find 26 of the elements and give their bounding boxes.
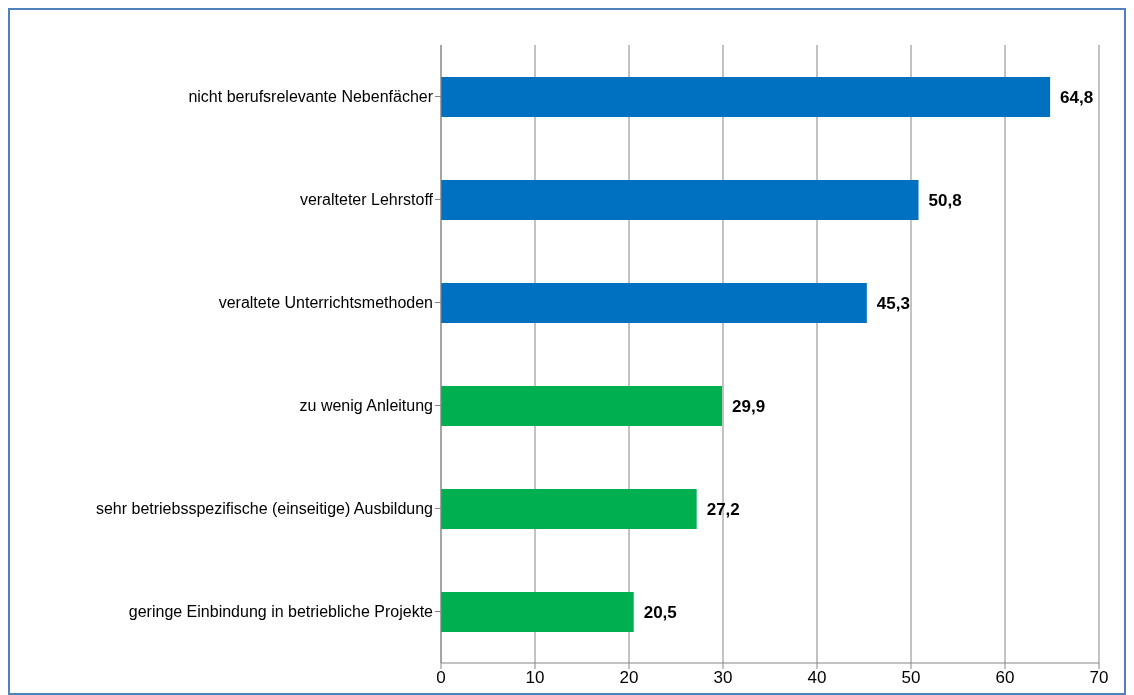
data-label: 50,8 [928, 190, 962, 210]
data-label: 29,9 [732, 396, 766, 416]
y-tick-label: veralteter Lehrstoff [299, 191, 434, 209]
x-tick-label: 40 [807, 668, 827, 688]
data-label: 27,2 [706, 499, 740, 519]
bar [441, 386, 723, 426]
x-tick-label: 10 [525, 668, 545, 688]
y-tick-label: veraltete Unterrichtsmethoden [218, 294, 433, 312]
x-tick-label: 0 [436, 668, 446, 688]
bar [441, 283, 867, 323]
x-tick-label: 70 [1089, 668, 1109, 688]
data-label: 64,8 [1060, 87, 1094, 107]
y-tick-label: sehr betriebsspezifische (einseitige) Ausbildung [95, 500, 433, 518]
x-tick-label: 20 [619, 668, 639, 688]
data-label: 20,5 [643, 602, 677, 622]
x-tick-label: 50 [901, 668, 921, 688]
x-tick-label: 30 [713, 668, 733, 688]
y-tick-label: geringe Einbindung in betriebliche Projekte [128, 603, 434, 621]
bar [441, 77, 1051, 117]
bar [441, 489, 697, 529]
x-tick-label: 60 [995, 668, 1015, 688]
y-tick-label: nicht berufsrelevante Nebenfächer [188, 88, 434, 106]
bar [441, 180, 919, 220]
bar [441, 592, 634, 632]
y-tick-label: zu wenig Anleitung [299, 397, 433, 415]
data-label: 45,3 [876, 293, 910, 313]
